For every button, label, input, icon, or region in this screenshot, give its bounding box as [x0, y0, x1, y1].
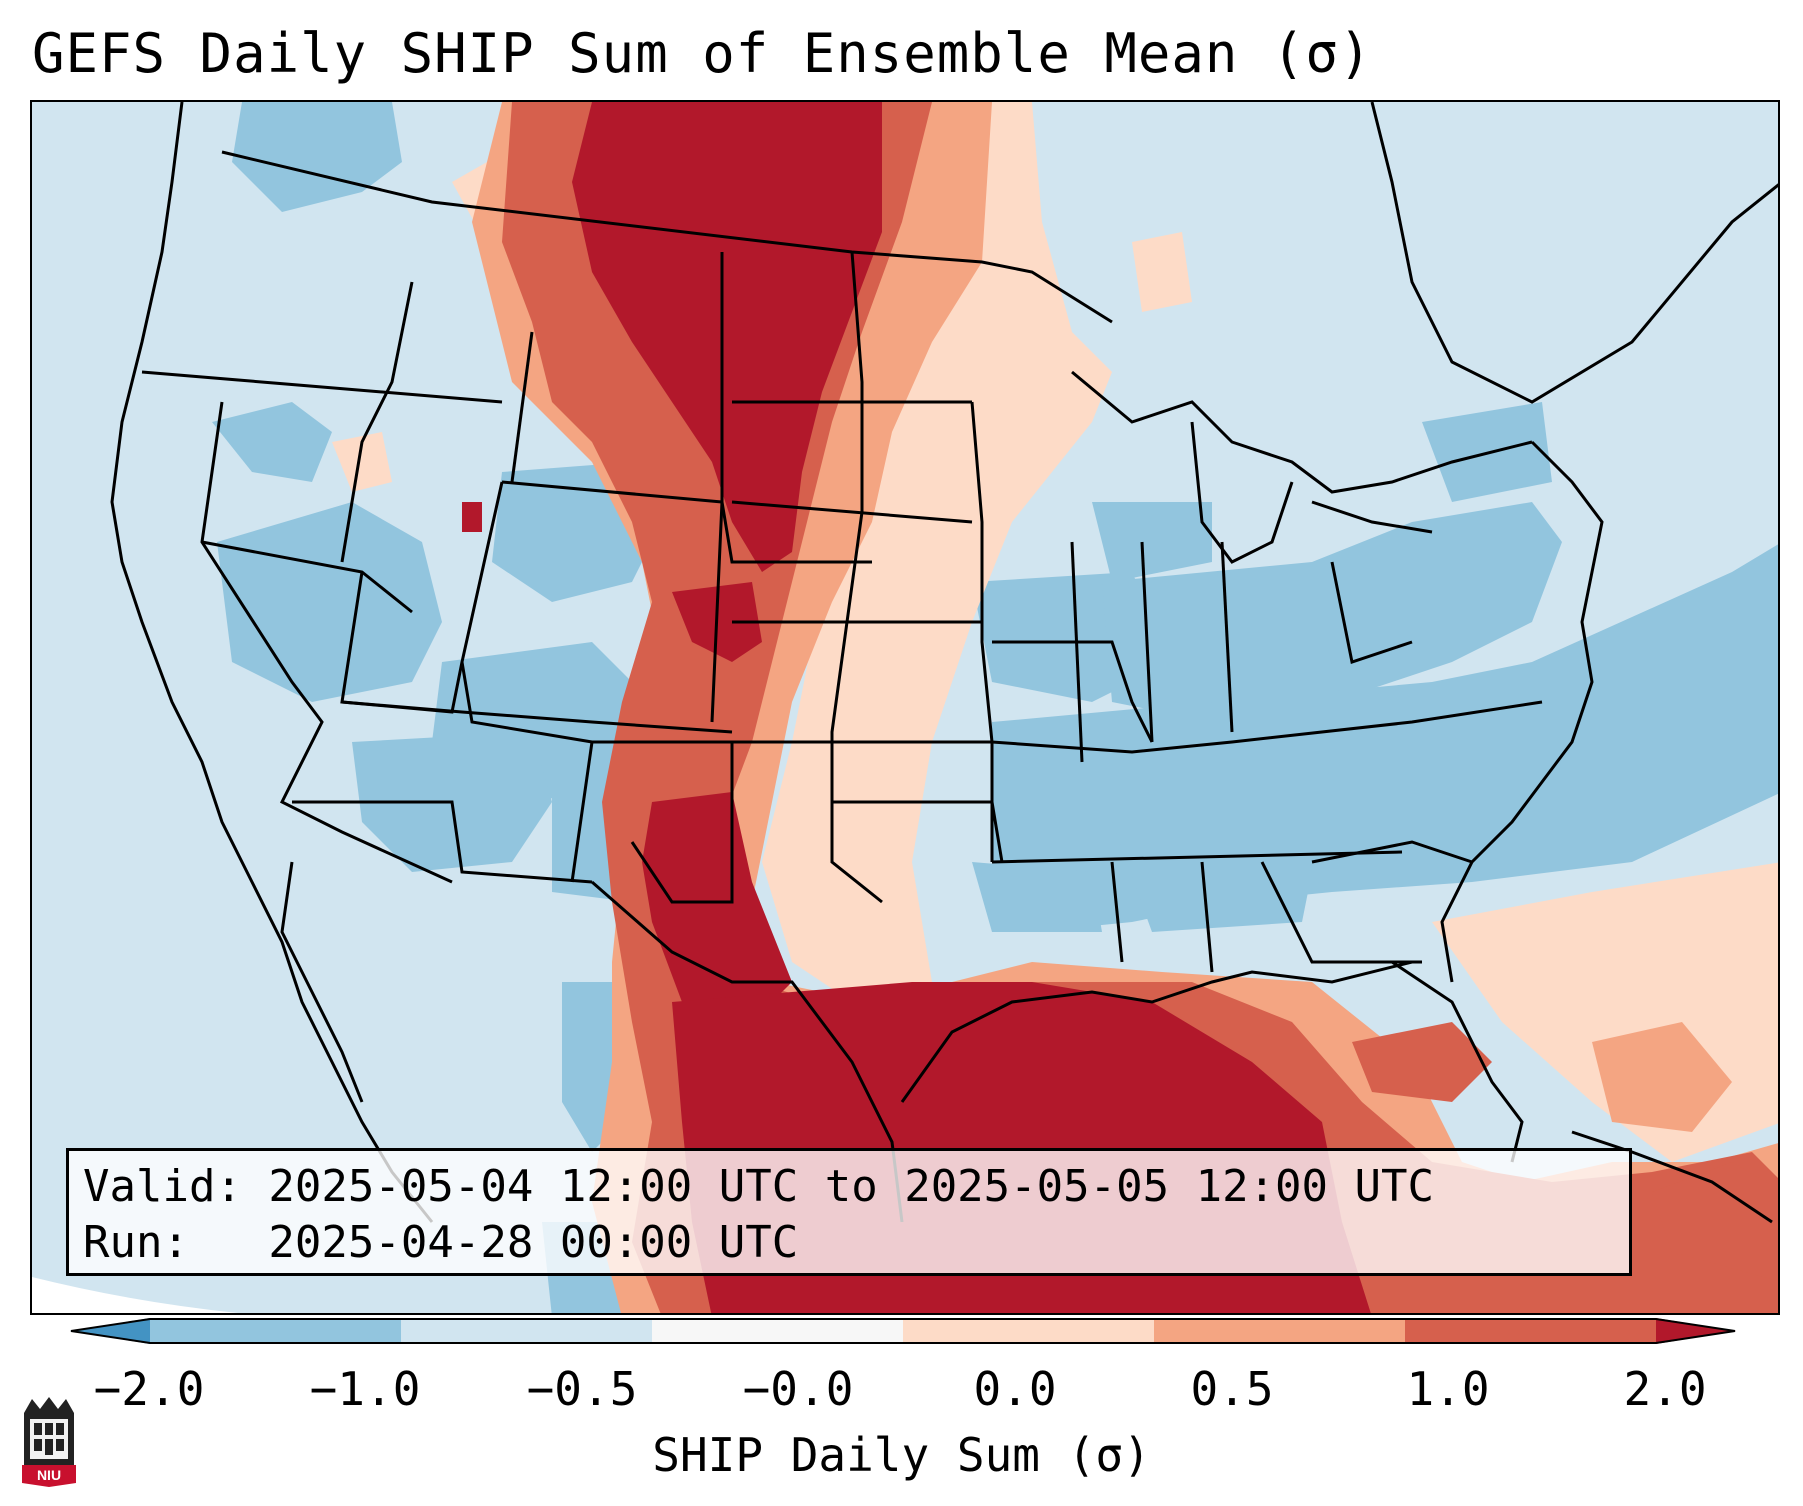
- colorbar-tick-0: −2.0: [93, 1362, 205, 1416]
- colorbar-segment: [150, 1318, 402, 1344]
- colorbar-segment: [1154, 1318, 1406, 1344]
- colorbar-tick-2: −0.5: [526, 1362, 638, 1416]
- valid-run-info-box: Valid: 2025-05-04 12:00 UTC to 2025-05-0…: [66, 1148, 1632, 1276]
- logo-text: NIU: [37, 1467, 61, 1483]
- colorbar-segment: [903, 1318, 1155, 1344]
- colorbar-segment: [1405, 1318, 1657, 1344]
- run-time-text: Run: 2025-04-28 00:00 UTC: [83, 1217, 799, 1268]
- map-panel: [30, 100, 1780, 1315]
- anomaly-field: [32, 102, 1778, 1313]
- colorbar-segment: [401, 1318, 653, 1344]
- colorbar-tick-1: −1.0: [309, 1362, 421, 1416]
- colorbar-tick-5: 0.5: [1190, 1362, 1274, 1416]
- colorbar-tick-6: 1.0: [1406, 1362, 1490, 1416]
- colorbar-tick-3: −0.0: [742, 1362, 854, 1416]
- colorbar-outline: [70, 1318, 1736, 1344]
- colorbar-segment: [652, 1318, 904, 1344]
- political-boundaries: [110, 102, 1778, 1224]
- colorbar-extend-low: [70, 1318, 150, 1344]
- valid-time-text: Valid: 2025-05-04 12:00 UTC to 2025-05-0…: [83, 1161, 1435, 1212]
- map-title: GEFS Daily SHIP Sum of Ensemble Mean (σ): [32, 22, 1373, 85]
- colorbar: [70, 1318, 1736, 1344]
- colorbar-tick-4: 0.0: [973, 1362, 1057, 1416]
- niu-logo: NIU: [22, 1397, 76, 1487]
- colorbar-tick-7: 2.0: [1623, 1362, 1707, 1416]
- colorbar-label: SHIP Daily Sum (σ): [652, 1428, 1151, 1482]
- colorbar-extend-high: [1656, 1318, 1736, 1344]
